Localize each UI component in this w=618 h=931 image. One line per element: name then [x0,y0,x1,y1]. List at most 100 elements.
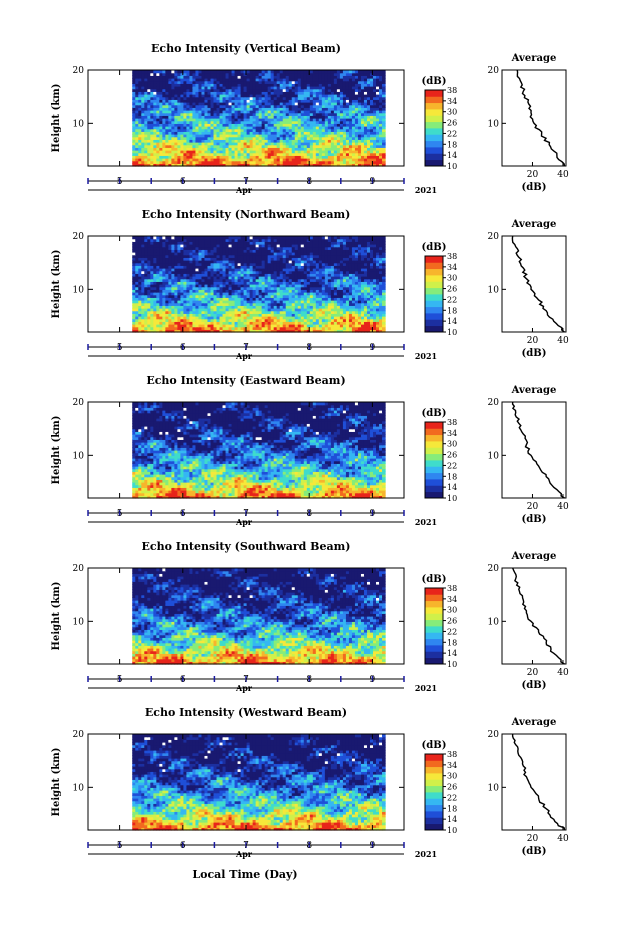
heatmap-cell [327,128,332,132]
heatmap-cell [279,126,284,130]
heatmap-cell [267,144,272,148]
heatmap-cell [300,131,305,135]
heatmap-cell [246,142,251,146]
heatmap-cell [357,163,362,167]
heatmap-cell [249,134,254,138]
heatmap-cell [243,155,248,159]
heatmap-cell [219,126,224,130]
heatmap-cell [165,128,169,132]
heatmap-cell [141,139,145,143]
heatmap-cell [219,147,224,151]
heatmap-cell [186,158,191,162]
heatmap-cell [379,150,383,154]
heatmap-cell [270,147,275,151]
heatmap-cell [144,131,148,135]
heatmap-cell [345,158,350,162]
heatmap-cell [363,136,368,140]
heatmap-cell [204,136,209,140]
heatmap-cell [237,139,242,143]
heatmap-cell [249,126,254,130]
heatmap-cell [324,126,329,130]
heatmap-cell [174,120,178,124]
heatmap-cell [210,163,215,167]
heatmap-cell [300,126,305,130]
heatmap-cell [240,128,245,132]
heatmap-cell [327,134,332,138]
heatmap-cell [357,126,362,130]
heatmap-cell [156,126,160,130]
heatmap-cell [373,139,377,143]
heatmap-cell [312,163,317,167]
heatmap-cell [306,163,311,167]
heatmap-cell [330,150,335,154]
heatmap-cell [150,126,154,130]
heatmap-cell [141,128,145,132]
heatmap-cell [222,150,227,154]
heatmap-cell [342,128,347,132]
heatmap-cell [252,150,257,154]
heatmap-cell [315,163,320,167]
heatmap-cell [252,142,257,146]
heatmap-cell [282,152,287,156]
heatmap-cell [201,128,206,132]
heatmap-cell [207,142,212,146]
heatmap-cell [300,136,305,140]
heatmap-cell [138,134,142,138]
heatmap-cell [288,158,293,162]
heatmap-cell [219,136,224,140]
profile-frame [501,69,567,167]
heatmap-cell [379,123,383,127]
heatmap-cell [216,160,221,164]
heatmap-cell [186,144,191,148]
heatmap-cell [195,123,200,127]
heatmap-cell [297,142,302,146]
heatmap-cell [132,160,136,164]
heatmap-cell [159,163,163,167]
heatmap-cell [165,158,169,162]
heatmap-cell [219,150,224,154]
heatmap-cell [270,136,275,140]
heatmap-cell [379,163,383,167]
colorbar-label: (dB) [422,76,447,87]
colorbar-tick-label: 18 [447,140,457,149]
heatmap-cell [357,152,362,156]
heatmap-cell [351,150,356,154]
heatmap-cell [219,128,224,132]
heatmap-cell [363,131,368,135]
heatmap-cell [261,139,266,143]
heatmap-cell [357,155,362,159]
heatmap-cell [291,147,296,151]
heatmap-cell [177,150,181,154]
heatmap-cell [369,142,374,146]
heatmap-cell [276,134,281,138]
heatmap-cell [324,136,329,140]
heatmap-cell [201,147,206,151]
heatmap-cell [285,147,290,151]
heatmap-cell [267,158,272,162]
heatmap-cell [174,147,178,151]
heatmap-cell [141,147,145,151]
heatmap-cell [382,147,386,151]
heatmap-cell [366,147,371,151]
heatmap-cell [255,136,260,140]
heatmap-cell [156,139,160,143]
heatmap-cell [303,158,308,162]
heatmap-cell [183,139,188,143]
heatmap-cell [165,142,169,146]
heatmap-cell [276,123,281,127]
heatmap-cell [240,139,245,143]
heatmap-cell [132,163,136,167]
heatmap-cell [333,160,338,164]
heatmap-cell [252,144,257,148]
heatmap-cell [234,155,239,159]
heatmap-cell [216,150,221,154]
heatmap-cell [186,131,191,135]
heatmap-cell [330,158,335,162]
heatmap-cell [354,152,359,156]
heatmap-cell [339,126,344,130]
heatmap-cell [360,160,365,164]
heatmap-cell [159,131,163,135]
heatmap-cell [207,128,212,132]
